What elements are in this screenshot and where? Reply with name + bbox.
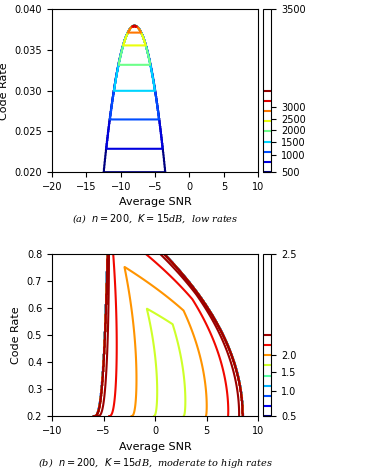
Y-axis label: Code Rate: Code Rate	[0, 62, 9, 120]
X-axis label: Average SNR: Average SNR	[119, 441, 191, 452]
X-axis label: Average SNR: Average SNR	[119, 197, 191, 208]
Y-axis label: Code Rate: Code Rate	[11, 306, 21, 364]
Title: (b)  $n = 200$,  $K = 15$dB,  moderate to high rates: (b) $n = 200$, $K = 15$dB, moderate to h…	[38, 456, 272, 470]
Title: (a)  $n = 200$,  $K = 15$dB,  low rates: (a) $n = 200$, $K = 15$dB, low rates	[72, 212, 238, 225]
